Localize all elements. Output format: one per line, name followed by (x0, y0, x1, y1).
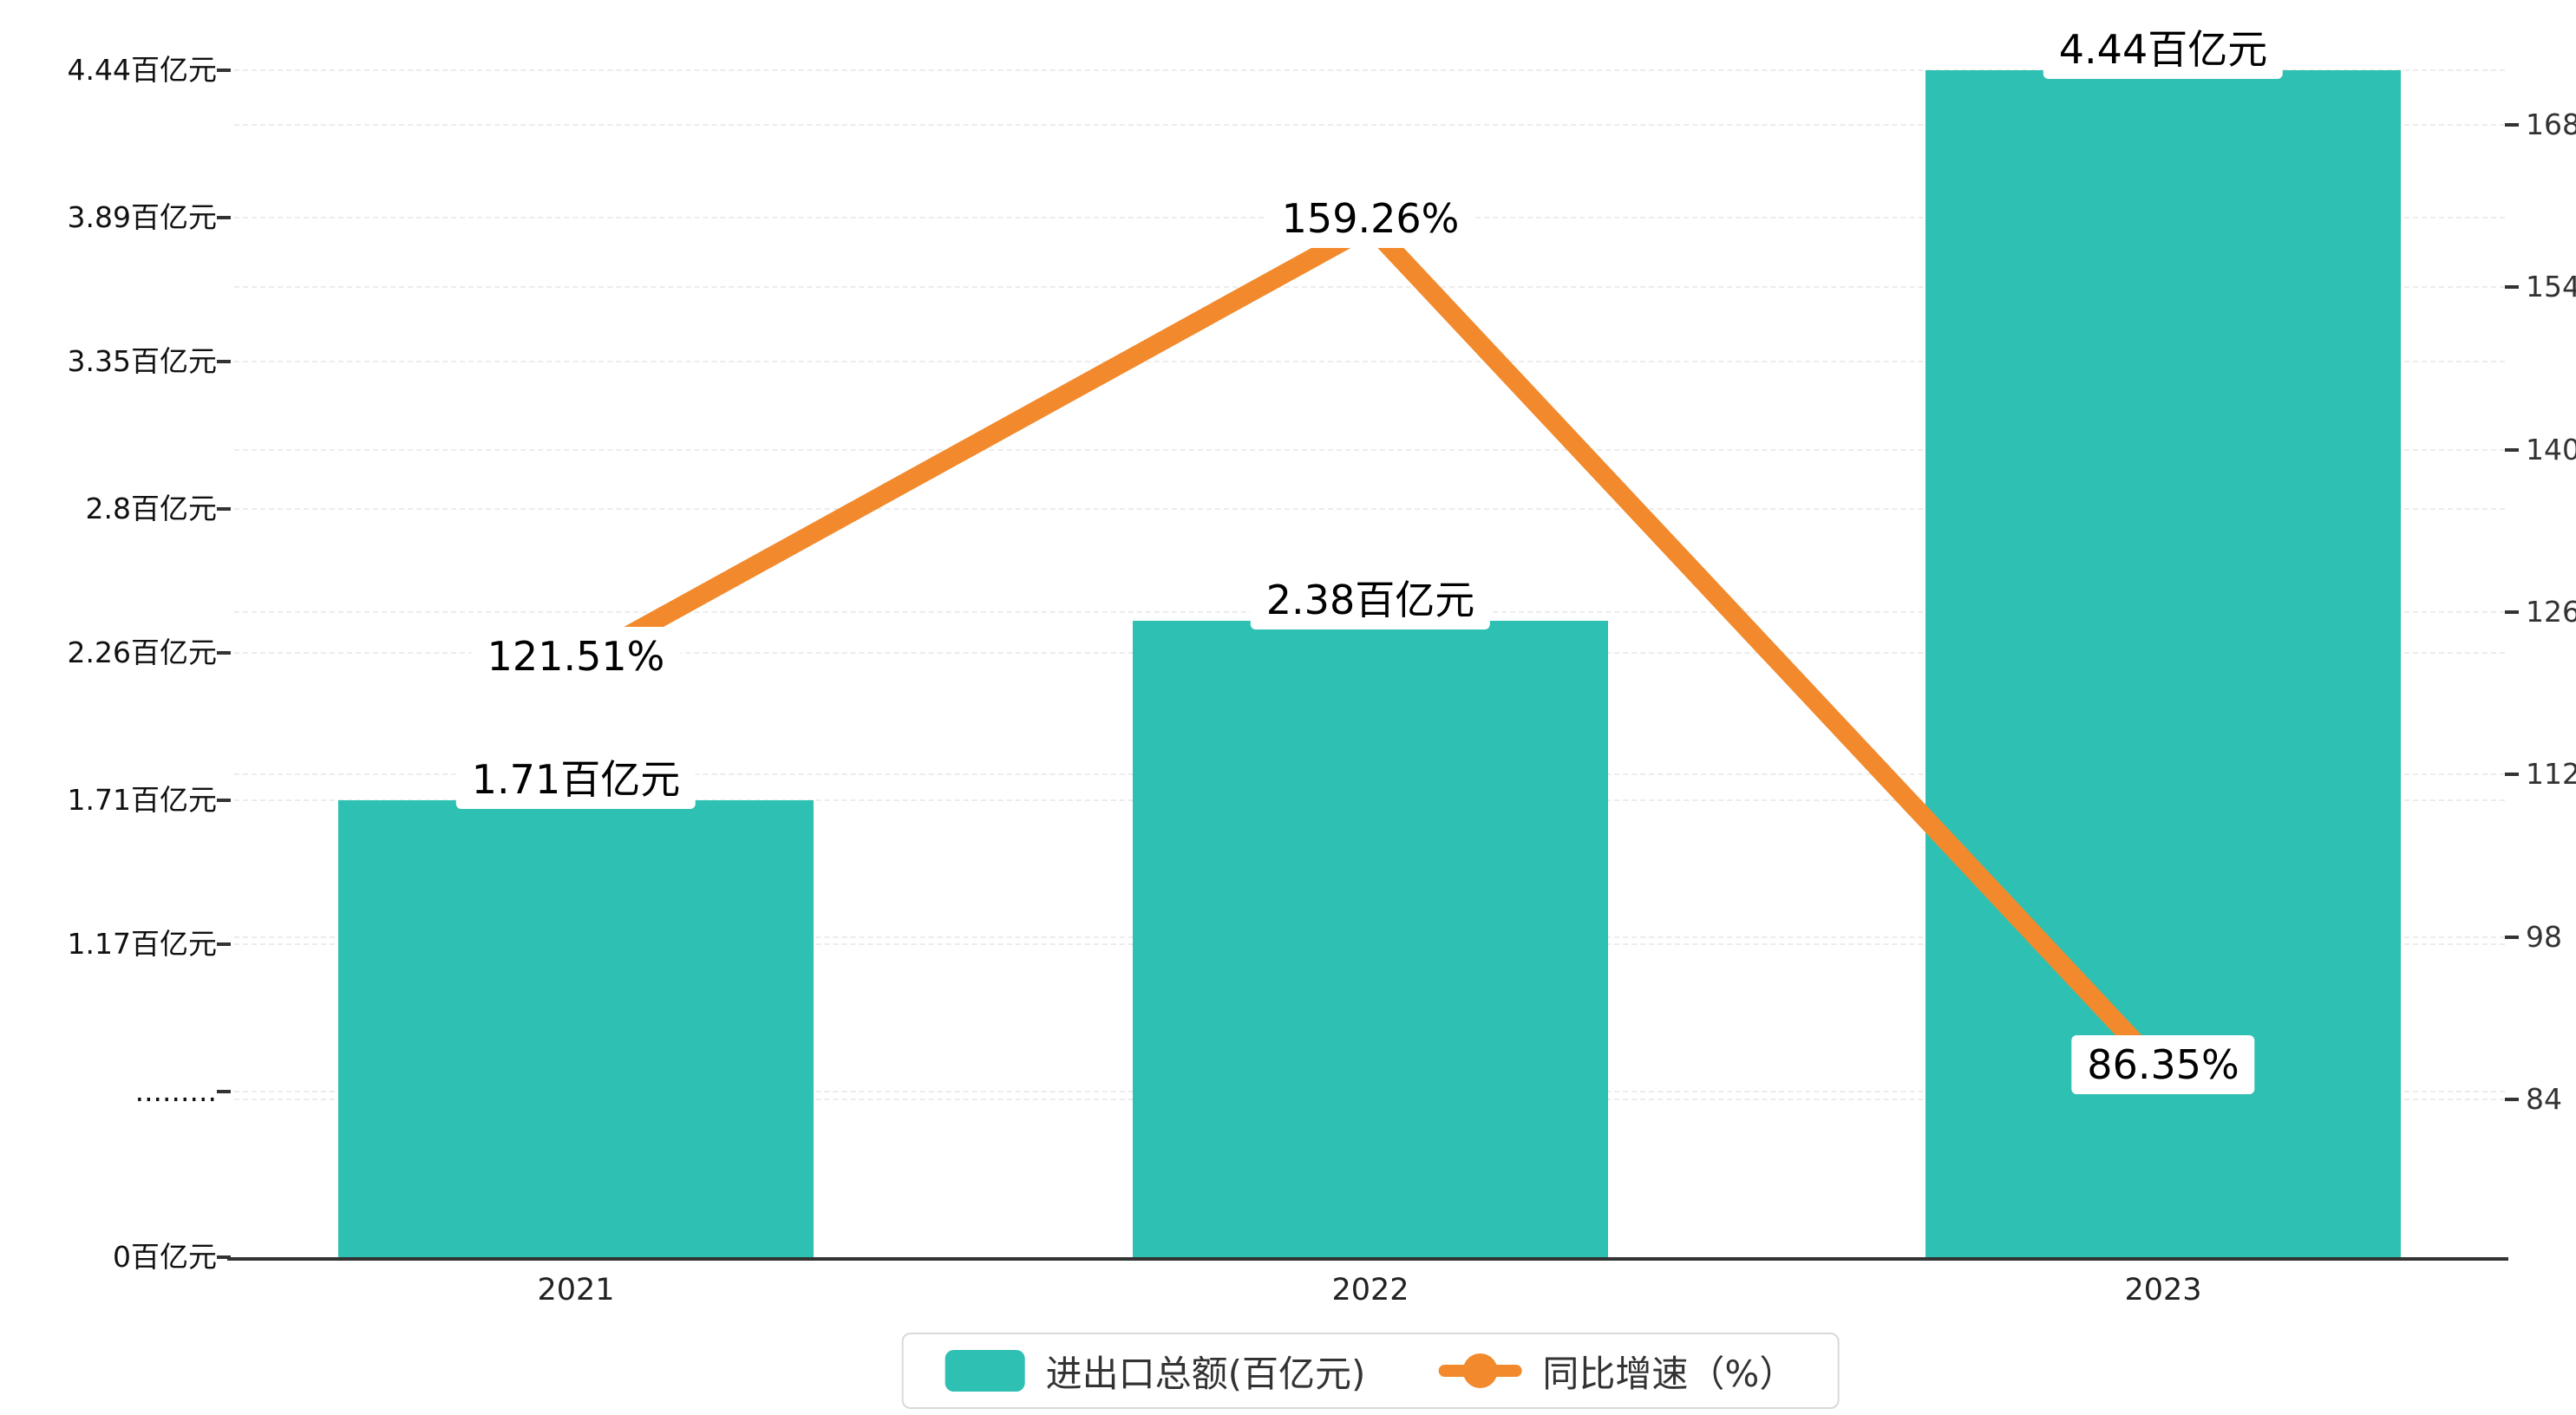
left-axis-tick-label: ......... (134, 1073, 217, 1108)
legend-item-bar-series[interactable]: 进出口总额(百亿元) (945, 1345, 1366, 1398)
line-point-label-2023: 86.35% (2071, 1034, 2255, 1094)
right-axis-tick-mark (2505, 1098, 2519, 1101)
bar-value-label-2022: 2.38百亿元 (1250, 571, 1491, 630)
line-series-marker-icon (1438, 1350, 1522, 1392)
right-axis-tick-label: 168 (2526, 108, 2576, 141)
gridline-left-axis (234, 69, 2505, 71)
line-point-label-2022: 159.26% (1265, 188, 1475, 248)
left-axis-tick-mark (217, 215, 231, 219)
left-axis-tick-mark (217, 1255, 231, 1259)
left-axis-tick-label: 4.44百亿元 (67, 53, 217, 87)
left-axis-tick-mark (217, 506, 231, 511)
right-axis-tick-label: 154 (2526, 270, 2576, 304)
bar-2022[interactable] (1133, 621, 1608, 1257)
x-axis-line (227, 1257, 2508, 1261)
x-axis-label-2022: 2022 (1331, 1273, 1409, 1307)
left-axis-tick-mark (217, 1089, 231, 1093)
left-axis-tick-mark (217, 942, 231, 947)
right-axis-tick-label: 98 (2526, 919, 2562, 954)
legend-item-line-series[interactable]: 同比增速（%） (1438, 1345, 1795, 1398)
left-axis-tick-label: 1.71百亿元 (67, 782, 217, 817)
right-axis-tick-mark (2505, 285, 2519, 290)
x-axis-label-2021: 2021 (537, 1273, 615, 1307)
line-marker-dot (1462, 1353, 1498, 1388)
left-axis-tick-label: 0百亿元 (113, 1240, 217, 1274)
left-axis-tick-label: 3.89百亿元 (67, 199, 217, 234)
right-axis-tick-label: 126 (2526, 595, 2576, 629)
bar-value-label-2021: 1.71百亿元 (455, 749, 696, 809)
gridline-right-axis (234, 124, 2505, 126)
left-axis-tick-label: 2.8百亿元 (85, 491, 217, 525)
bar-2021[interactable] (338, 799, 814, 1257)
bar-series-swatch-icon (945, 1350, 1025, 1392)
right-axis-tick-mark (2505, 773, 2519, 777)
line-point-label-2021: 121.51% (471, 627, 681, 687)
right-axis-tick-label: 112 (2526, 757, 2576, 792)
right-axis-tick-mark (2505, 610, 2519, 614)
left-axis-tick-mark (217, 651, 231, 655)
legend-bar-series-label: 进出口总额(百亿元) (1045, 1352, 1366, 1395)
bar-value-label-2023: 4.44百亿元 (2043, 20, 2284, 79)
left-axis-tick-mark (217, 68, 231, 72)
right-axis-tick-mark (2505, 447, 2519, 452)
x-axis-label-2023: 2023 (2124, 1273, 2202, 1307)
legend-line-series-label: 同比增速（%） (1542, 1352, 1796, 1395)
left-axis-tick-label: 3.35百亿元 (67, 344, 217, 379)
left-axis-tick-label: 2.26百亿元 (67, 636, 217, 670)
right-axis-tick-label: 84 (2526, 1082, 2562, 1116)
right-axis-tick-label: 140 (2526, 432, 2576, 466)
left-axis-tick-mark (217, 360, 231, 364)
right-axis-tick-mark (2505, 935, 2519, 939)
left-axis-tick-mark (217, 798, 231, 802)
right-axis-tick-mark (2505, 123, 2519, 127)
left-axis-tick-label: 1.17百亿元 (67, 927, 217, 962)
legend: 进出口总额(百亿元) 同比增速（%） (901, 1333, 1840, 1409)
